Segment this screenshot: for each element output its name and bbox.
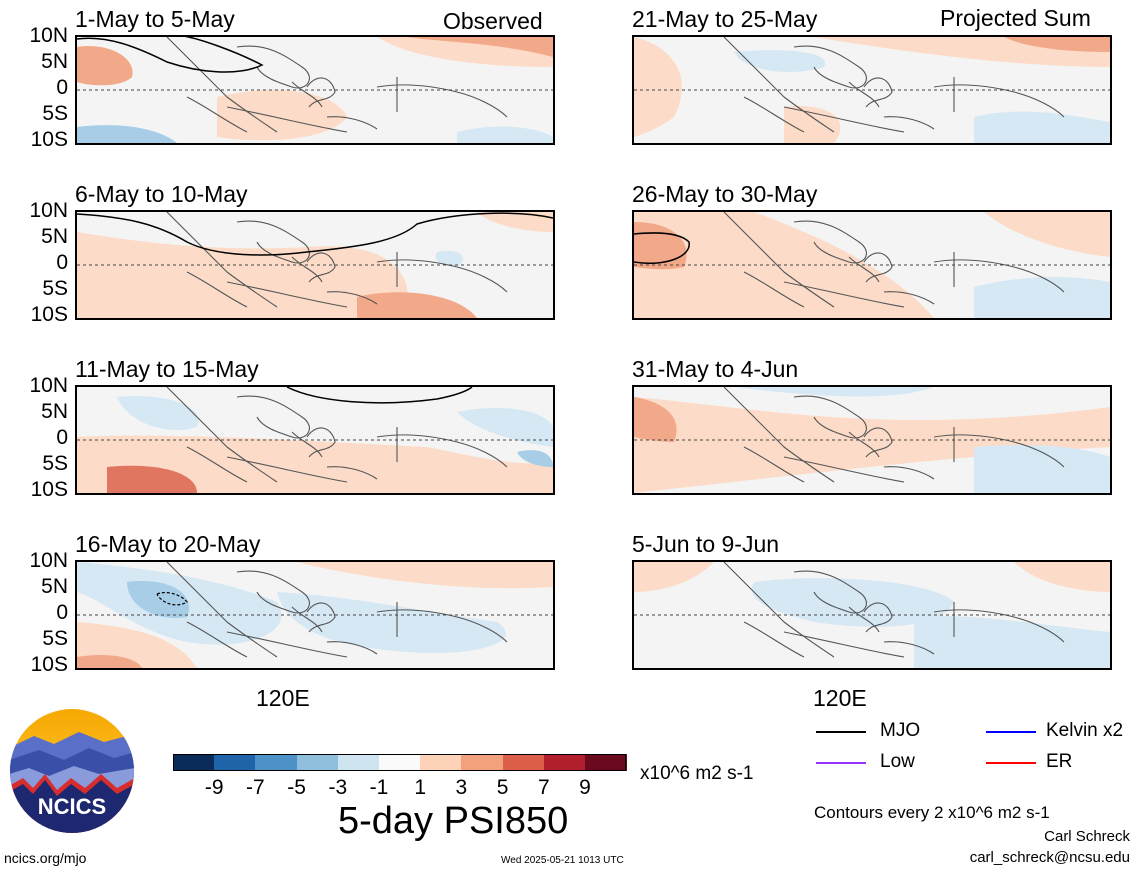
author: Carl Schreck <box>1044 828 1130 845</box>
colorbar-swatch <box>173 754 215 771</box>
colorbar-tick-label: 5 <box>496 776 509 799</box>
colorbar-swatch <box>461 754 504 771</box>
legend-er: ER <box>1046 751 1073 772</box>
colorbar-tick-label: 3 <box>455 776 468 799</box>
lat-label: 0 <box>56 76 68 99</box>
lat-label: 5N <box>41 575 68 598</box>
contour-note: Contours every 2 x10^6 m2 s-1 <box>814 803 1050 822</box>
lat-label: 10N <box>29 549 68 572</box>
colorbar-swatch <box>543 754 586 771</box>
legend-kelvin-line <box>986 731 1036 733</box>
colorbar-swatch <box>585 754 627 771</box>
colorbar-tick-label: -1 <box>369 776 389 799</box>
lat-label: 5S <box>42 102 68 125</box>
lat-label: 10N <box>29 374 68 397</box>
colorbar-tick-label: 9 <box>579 776 591 799</box>
lon-label-left: 120E <box>256 685 310 711</box>
projected-label: Projected Sum <box>940 5 1091 31</box>
legend-kelvin: Kelvin x2 <box>1046 720 1124 741</box>
panel-title-4: 16-May to 20-May <box>75 531 261 557</box>
legend-er-line <box>986 762 1036 764</box>
map-panel-6 <box>632 210 1112 320</box>
lat-label: 10S <box>30 478 68 501</box>
panel-title-8: 5-Jun to 9-Jun <box>632 531 780 557</box>
panel-title-7: 31-May to 4-Jun <box>632 356 799 382</box>
lat-label: 5S <box>42 452 68 475</box>
colorbar-swatch <box>420 754 462 771</box>
ncics-logo: NCICS <box>9 708 135 834</box>
panel-title-6: 26-May to 30-May <box>632 181 818 207</box>
site-link[interactable]: ncics.org/mjo <box>4 850 87 866</box>
lat-label: 5N <box>41 50 68 73</box>
main-title: 5-day PSI850 <box>338 800 569 842</box>
map-panel-3 <box>75 385 555 495</box>
email: carl_schreck@ncsu.edu <box>969 849 1130 866</box>
lat-label: 10N <box>29 199 68 222</box>
colorbar-tick-label: -7 <box>246 776 265 799</box>
colorbar-swatch <box>296 754 339 771</box>
colorbar-tick-label: -5 <box>287 776 306 799</box>
map-panel-7 <box>632 385 1112 495</box>
lat-label: 10S <box>30 128 68 151</box>
logo-text: NCICS <box>38 794 106 819</box>
legend-mjo-line <box>816 731 866 733</box>
lat-label: 0 <box>56 601 68 624</box>
colorbar-swatch <box>502 754 545 771</box>
legend-mjo: MJO <box>880 720 921 741</box>
lat-label: 5N <box>41 400 68 423</box>
map-panel-2 <box>75 210 555 320</box>
legend-low: Low <box>880 751 915 772</box>
colorbar-tick-label: -3 <box>328 776 348 799</box>
colorbar-tick-label: -9 <box>204 776 224 799</box>
map-panel-8 <box>632 560 1112 670</box>
legend-low-line <box>816 762 866 764</box>
colorbar-swatch <box>379 754 421 771</box>
lat-label: 0 <box>56 251 68 274</box>
colorbar-swatch <box>255 754 298 771</box>
lat-label: 10S <box>30 653 68 676</box>
map-panel-1 <box>75 35 555 145</box>
lon-label-right: 120E <box>813 685 867 711</box>
panel-title-1: 1-May to 5-May <box>75 6 235 32</box>
panel-title-3: 11-May to 15-May <box>75 356 259 382</box>
lat-label: 5N <box>41 225 68 248</box>
lat-label: 0 <box>56 426 68 449</box>
lat-label: 10S <box>30 303 68 326</box>
map-panel-5 <box>632 35 1112 145</box>
observed-label: Observed <box>443 8 543 34</box>
colorbar-units: x10^6 m2 s-1 <box>640 763 754 784</box>
colorbar-tick-label: 7 <box>537 776 550 799</box>
colorbar-swatch <box>214 754 256 771</box>
panel-title-5: 21-May to 25-May <box>632 6 818 32</box>
panel-title-2: 6-May to 10-May <box>75 181 248 207</box>
colorbar-swatch <box>337 754 380 771</box>
lat-label: 10N <box>29 24 68 47</box>
colorbar-tick-label: 1 <box>414 776 427 799</box>
timestamp: Wed 2025-05-21 1013 UTC <box>501 855 624 866</box>
lat-label: 5S <box>42 627 68 650</box>
map-panel-4 <box>75 560 555 670</box>
lat-label: 5S <box>42 277 68 300</box>
